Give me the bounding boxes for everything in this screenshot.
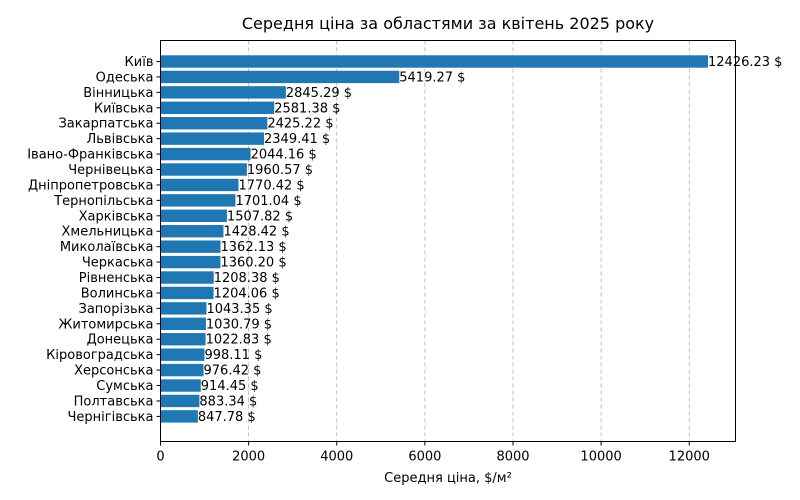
x-tick-label: 4000 (320, 450, 353, 465)
x-axis-ticks: 0 2000 4000 6000 8000 10000 12000 (156, 441, 710, 465)
bar (160, 70, 400, 84)
bar (160, 117, 268, 130)
bar (160, 410, 198, 423)
x-tick-label: 6000 (408, 450, 441, 465)
bar (160, 55, 709, 68)
y-tick-label: Волинська (81, 286, 154, 301)
bar (160, 163, 247, 176)
x-tick-label: 0 (156, 450, 164, 465)
y-tick-label: Київська (94, 101, 154, 116)
data-label: 1428.42 $ (223, 225, 289, 240)
y-tick-label: Тернопільська (53, 194, 153, 209)
bar (160, 101, 275, 114)
y-tick-label: Донецька (87, 333, 154, 348)
data-label: 2581.38 $ (274, 101, 340, 116)
chart-title: Середня ціна за областями за квітень 202… (242, 14, 654, 33)
bar (160, 348, 205, 361)
bar (160, 286, 214, 300)
y-tick-label: Хмельницька (62, 225, 154, 240)
data-label: 1701.04 $ (235, 194, 301, 209)
bars (160, 55, 709, 423)
y-tick-label: Запорізька (78, 302, 153, 317)
bar (160, 178, 239, 192)
y-tick-label: Черкаська (82, 256, 154, 271)
y-tick-label: Чернігівська (67, 410, 153, 425)
data-label: 1204.06 $ (214, 286, 280, 301)
y-tick-label: Вінницька (83, 86, 153, 101)
bar (160, 363, 204, 377)
data-label: 976.42 $ (204, 364, 262, 379)
bar (160, 147, 251, 161)
bar (160, 255, 221, 269)
y-tick-label: Житомирська (58, 317, 153, 332)
x-tick-label: 8000 (496, 450, 529, 465)
bar (160, 240, 221, 253)
y-axis-ticks: КиївОдеськаВінницькаКиївськаЗакарпатська… (27, 55, 161, 425)
bar (160, 225, 224, 238)
data-label: 998.11 $ (204, 348, 262, 363)
x-axis-label: Середня ціна, $/м² (384, 471, 512, 486)
y-tick-label: Київ (125, 55, 154, 70)
y-tick-label: Рівненська (79, 271, 154, 286)
x-tick-label: 10000 (580, 450, 621, 465)
data-label: 1208.38 $ (214, 271, 280, 286)
data-label: 1030.79 $ (206, 317, 272, 332)
bar (160, 333, 206, 346)
bar (160, 302, 207, 315)
bar (160, 209, 227, 222)
bar (160, 132, 265, 145)
data-label: 2349.41 $ (264, 132, 330, 147)
y-tick-label: Івано-Франківська (27, 148, 153, 163)
bar (160, 379, 201, 392)
data-label: 2425.22 $ (267, 117, 333, 132)
y-tick-label: Херсонська (74, 364, 153, 379)
y-tick-label: Дніпропетровська (28, 178, 154, 193)
y-tick-label: Кіровоградська (46, 348, 153, 363)
data-label: 914.45 $ (201, 379, 259, 394)
bar (160, 86, 286, 99)
data-label: 1770.42 $ (239, 178, 305, 193)
data-label: 1362.13 $ (221, 240, 287, 255)
y-tick-label: Одеська (96, 70, 154, 85)
y-tick-label: Харківська (79, 209, 154, 224)
y-tick-label: Львівська (87, 132, 154, 147)
data-label: 1022.83 $ (206, 333, 272, 348)
data-label: 2044.16 $ (251, 148, 317, 163)
bar (160, 317, 206, 331)
y-tick-label: Сумська (96, 379, 153, 394)
bar (160, 394, 200, 408)
bar (160, 194, 236, 207)
data-label: 847.78 $ (198, 410, 256, 425)
y-tick-label: Миколаївська (60, 240, 154, 255)
y-tick-label: Полтавська (74, 394, 154, 409)
bar (160, 271, 214, 284)
y-tick-label: Закарпатська (58, 117, 153, 132)
data-label: 1360.20 $ (220, 256, 286, 271)
x-tick-label: 12000 (669, 450, 710, 465)
data-label: 883.34 $ (199, 394, 257, 409)
data-label: 2845.29 $ (286, 86, 352, 101)
data-label: 5419.27 $ (399, 70, 465, 85)
data-label: 1960.57 $ (247, 163, 313, 178)
plot-frame (160, 40, 736, 442)
y-tick-label: Чернівецька (68, 163, 153, 178)
data-label: 12426.23 $ (708, 55, 782, 70)
data-label: 1507.82 $ (227, 209, 293, 224)
x-tick-label: 2000 (232, 450, 265, 465)
data-labels: 12426.23 $ 5419.27 $ 2845.29 $2581.38 $242… (198, 55, 783, 425)
data-label: 1043.35 $ (206, 302, 272, 317)
